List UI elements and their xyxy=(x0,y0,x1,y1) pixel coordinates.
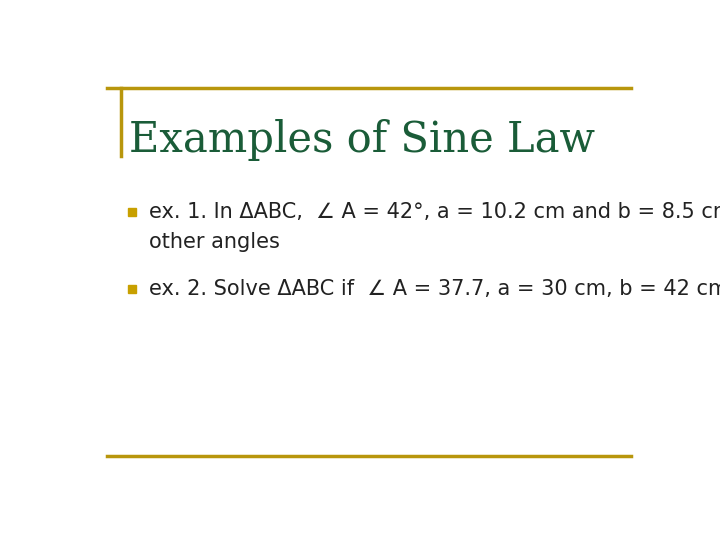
Text: other angles: other angles xyxy=(148,232,279,252)
Text: Examples of Sine Law: Examples of Sine Law xyxy=(129,119,595,161)
Text: ex. 2. Solve ΔABC if  ∠ A = 37.7, a = 30 cm, b = 42 cm: ex. 2. Solve ΔABC if ∠ A = 37.7, a = 30 … xyxy=(148,279,720,299)
Text: ex. 1. In ΔABC,  ∠ A = 42°, a = 10.2 cm and b = 8.5 cm, find the: ex. 1. In ΔABC, ∠ A = 42°, a = 10.2 cm a… xyxy=(148,202,720,222)
